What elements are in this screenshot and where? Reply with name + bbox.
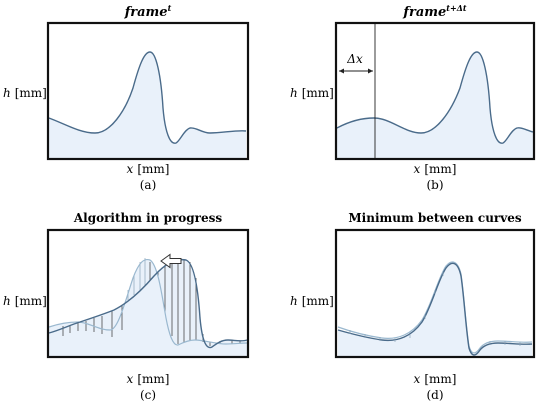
panel-c-frame [46, 228, 250, 359]
panel-b-frame [334, 21, 536, 161]
panel-d-frame [334, 228, 536, 359]
panel-a-frame [46, 21, 250, 161]
panel-c-shift-arrow-icon [160, 253, 182, 269]
panel-c: Algorithm in progress [3, 211, 250, 402]
panel-c-title: Algorithm in progress [73, 211, 223, 225]
panel-a-curve [48, 51, 247, 144]
panel-b-title: framet+Δt [402, 3, 467, 20]
panel-d-xlabel: x [mm] [414, 372, 457, 386]
panel-c-area-light [49, 259, 247, 356]
panel-d-caption: (d) [426, 388, 443, 402]
panel-c-curve-shifted [48, 258, 248, 346]
panel-d-hatching [349, 272, 521, 346]
panel-c-ylabel: h [mm] [3, 294, 47, 308]
panel-b-area [337, 52, 533, 158]
panel-a-title: framet [124, 3, 172, 20]
panel-c-xlabel: x [mm] [127, 372, 170, 386]
panel-d-area [338, 263, 532, 356]
panel-b-shift-arrowhead-right [368, 68, 373, 74]
panel-b-ylabel: h [mm] [290, 86, 334, 100]
panel-b-shift-label: Δx [346, 52, 363, 66]
panel-d-title: Minimum between curves [348, 211, 521, 225]
panel-b-curve [336, 51, 534, 144]
panel-b-xlabel: x [mm] [414, 162, 457, 176]
panel-a-xlabel: x [mm] [127, 162, 170, 176]
panel-d: Minimum between curves h [mm] x [mm] (d) [290, 211, 536, 402]
panel-a-ylabel: h [mm] [3, 86, 47, 100]
panel-a-area [49, 52, 246, 158]
panel-c-caption: (c) [140, 388, 156, 402]
panel-a-caption: (a) [140, 178, 157, 192]
panel-c-hatching-dark [62, 258, 241, 346]
panel-c-curve-reference [48, 258, 248, 349]
panel-a: framet h [mm] x [mm] (a) [3, 3, 250, 192]
panel-b-shift-arrowhead-left [339, 68, 344, 74]
panel-b: framet+Δt Δx h [mm] x [mm] (b) [290, 3, 536, 192]
panel-d-ylabel: h [mm] [290, 294, 334, 308]
panel-d-curve-min [337, 262, 533, 356]
panel-b-caption: (b) [426, 178, 443, 192]
